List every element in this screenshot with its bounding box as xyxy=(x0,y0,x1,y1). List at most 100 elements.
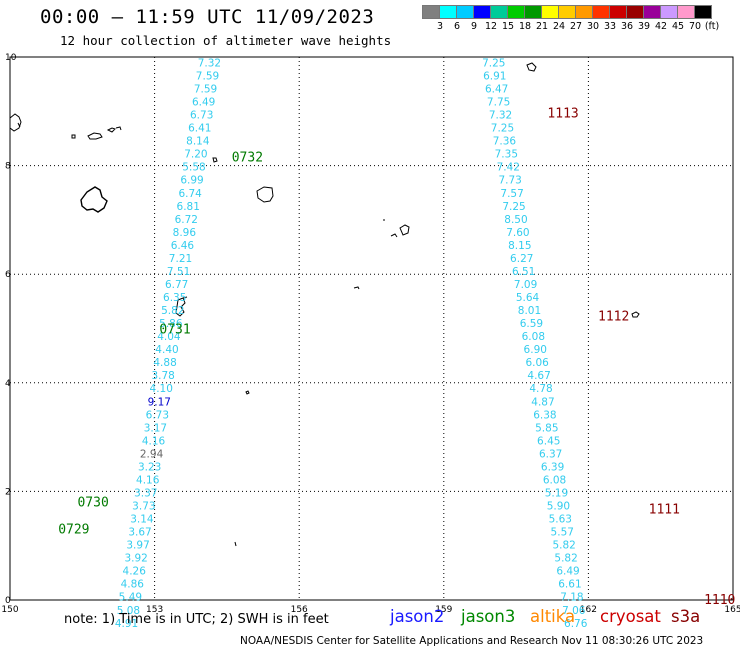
satellite-name: jason2 xyxy=(390,607,445,626)
wave-height-label: 3.67 xyxy=(128,527,151,539)
island-outline xyxy=(353,286,360,290)
legend-swatch xyxy=(694,5,712,19)
altimeter-tracks: 7.327.597.596.496.736.418.147.205.586.99… xyxy=(58,57,735,629)
y-tick-label: 10 xyxy=(5,53,17,63)
pass-time-label: 1110 xyxy=(704,593,735,608)
wave-height-label: 2.94 xyxy=(140,448,164,460)
wave-height-label: 5.85 xyxy=(535,422,558,434)
wave-height-label: 4.87 xyxy=(531,396,554,408)
island-outline xyxy=(234,541,237,547)
pass-time-label: 1111 xyxy=(649,502,680,517)
island-outline xyxy=(87,126,122,140)
wave-height-label: 6.37 xyxy=(539,448,562,460)
wave-height-label: 6.41 xyxy=(188,123,211,135)
wave-height-label: 6.90 xyxy=(524,344,547,356)
x-tick-label: 165 xyxy=(724,605,740,615)
legend-swatches xyxy=(422,5,740,19)
legend-label: 3 xyxy=(436,21,444,32)
wave-height-label: 3.14 xyxy=(130,514,154,526)
wave-height-label: 8.14 xyxy=(186,136,210,148)
wave-height-label: 5.64 xyxy=(516,292,540,304)
wave-height-label: 5.49 xyxy=(119,592,142,604)
x-tick-label: 159 xyxy=(435,605,452,615)
wave-height-label: 7.25 xyxy=(482,57,505,69)
y-tick-label: 2 xyxy=(5,487,11,497)
wave-height-label: 6.27 xyxy=(510,253,533,265)
island-outline xyxy=(175,296,188,317)
island-outline xyxy=(212,157,218,163)
island-outline xyxy=(383,219,410,238)
wave-height-label: 7.42 xyxy=(497,162,520,174)
wave-height-label: 7.59 xyxy=(196,70,219,82)
wave-height-label: 5.58 xyxy=(182,162,205,174)
wave-height-label: 7.57 xyxy=(500,188,523,200)
wave-height-label: 6.35 xyxy=(163,292,186,304)
wave-height-label: 7.51 xyxy=(167,266,190,278)
pass-time-label: 0732 xyxy=(232,150,263,165)
island-outline xyxy=(80,186,108,213)
satellite-name: jason3 xyxy=(461,607,516,626)
legend-label: (ft) xyxy=(704,21,720,32)
wave-height-label: 7.21 xyxy=(169,253,192,265)
wave-height-label: 9.17 xyxy=(148,396,171,408)
wave-height-label: 7.32 xyxy=(489,110,512,122)
wave-height-label: 4.88 xyxy=(153,357,176,369)
legend-label: 21 xyxy=(535,21,549,32)
wave-height-label: 3.17 xyxy=(144,422,167,434)
legend-label: 42 xyxy=(654,21,668,32)
pass-time-label: 0730 xyxy=(77,495,108,510)
wave-height-label: 7.75 xyxy=(487,97,510,109)
legend-label: 12 xyxy=(484,21,498,32)
pass-time-label: 1113 xyxy=(547,106,578,121)
wave-height-label: 5.82 xyxy=(161,305,184,317)
wave-height-label: 6.59 xyxy=(520,318,543,330)
legend-label: 45 xyxy=(671,21,685,32)
wave-height-label: 7.59 xyxy=(194,83,217,95)
x-tick-label: 150 xyxy=(1,605,18,615)
island-outline xyxy=(526,62,537,72)
wave-height-label: 6.47 xyxy=(485,83,508,95)
map-border xyxy=(9,56,734,601)
wave-height-label: 8.01 xyxy=(518,305,541,317)
wave-height-label: 6.77 xyxy=(165,279,188,291)
footer-note: note: 1) Time is in UTC; 2) SWH is in fe… xyxy=(64,612,329,627)
wave-height-label: 8.50 xyxy=(504,214,527,226)
wave-height-label: 6.72 xyxy=(175,214,198,226)
wave-height-label: 6.46 xyxy=(171,240,195,252)
legend-label: 36 xyxy=(620,21,634,32)
y-tick-label: 0 xyxy=(5,596,11,606)
legend-label: 39 xyxy=(637,21,651,32)
wave-height-label: 3.92 xyxy=(124,553,147,565)
island-outline xyxy=(631,311,640,318)
wave-height-label: 5.19 xyxy=(545,487,568,499)
wave-height-label: 6.08 xyxy=(543,474,566,486)
wave-height-label: 6.49 xyxy=(556,566,579,578)
satellite-name: altika xyxy=(530,607,576,626)
wave-height-label: 6.51 xyxy=(512,266,535,278)
wave-height-label: 3.97 xyxy=(126,540,149,552)
wave-height-label: 6.73 xyxy=(190,110,213,122)
wave-height-label: 6.81 xyxy=(177,201,200,213)
legend-label: 18 xyxy=(518,21,532,32)
pass-time-label: 1112 xyxy=(598,310,629,325)
wave-height-label: 6.06 xyxy=(525,357,549,369)
legend-label: 24 xyxy=(552,21,566,32)
wave-height-label: 4.40 xyxy=(155,344,178,356)
wave-height-label: 6.49 xyxy=(192,97,215,109)
wave-height-label: 7.35 xyxy=(495,149,518,161)
wave-height-label: 4.10 xyxy=(150,383,173,395)
island-outline xyxy=(9,113,22,132)
wave-height-label: 7.25 xyxy=(491,123,514,135)
island-outline xyxy=(245,390,250,395)
wave-height-label: 8.96 xyxy=(173,227,197,239)
wave-height-label: 4.91 xyxy=(115,618,138,630)
island-outline xyxy=(256,186,274,203)
wave-height-label: 5.08 xyxy=(117,605,140,617)
wave-height-label: 7.18 xyxy=(560,592,583,604)
wave-height-label: 8.15 xyxy=(508,240,531,252)
y-tick-label: 6 xyxy=(5,270,11,280)
wave-height-label: 7.36 xyxy=(493,136,517,148)
wave-height-label: 3.73 xyxy=(132,501,155,513)
wave-height-label: 5.63 xyxy=(549,514,572,526)
wave-height-label: 7.25 xyxy=(502,201,525,213)
